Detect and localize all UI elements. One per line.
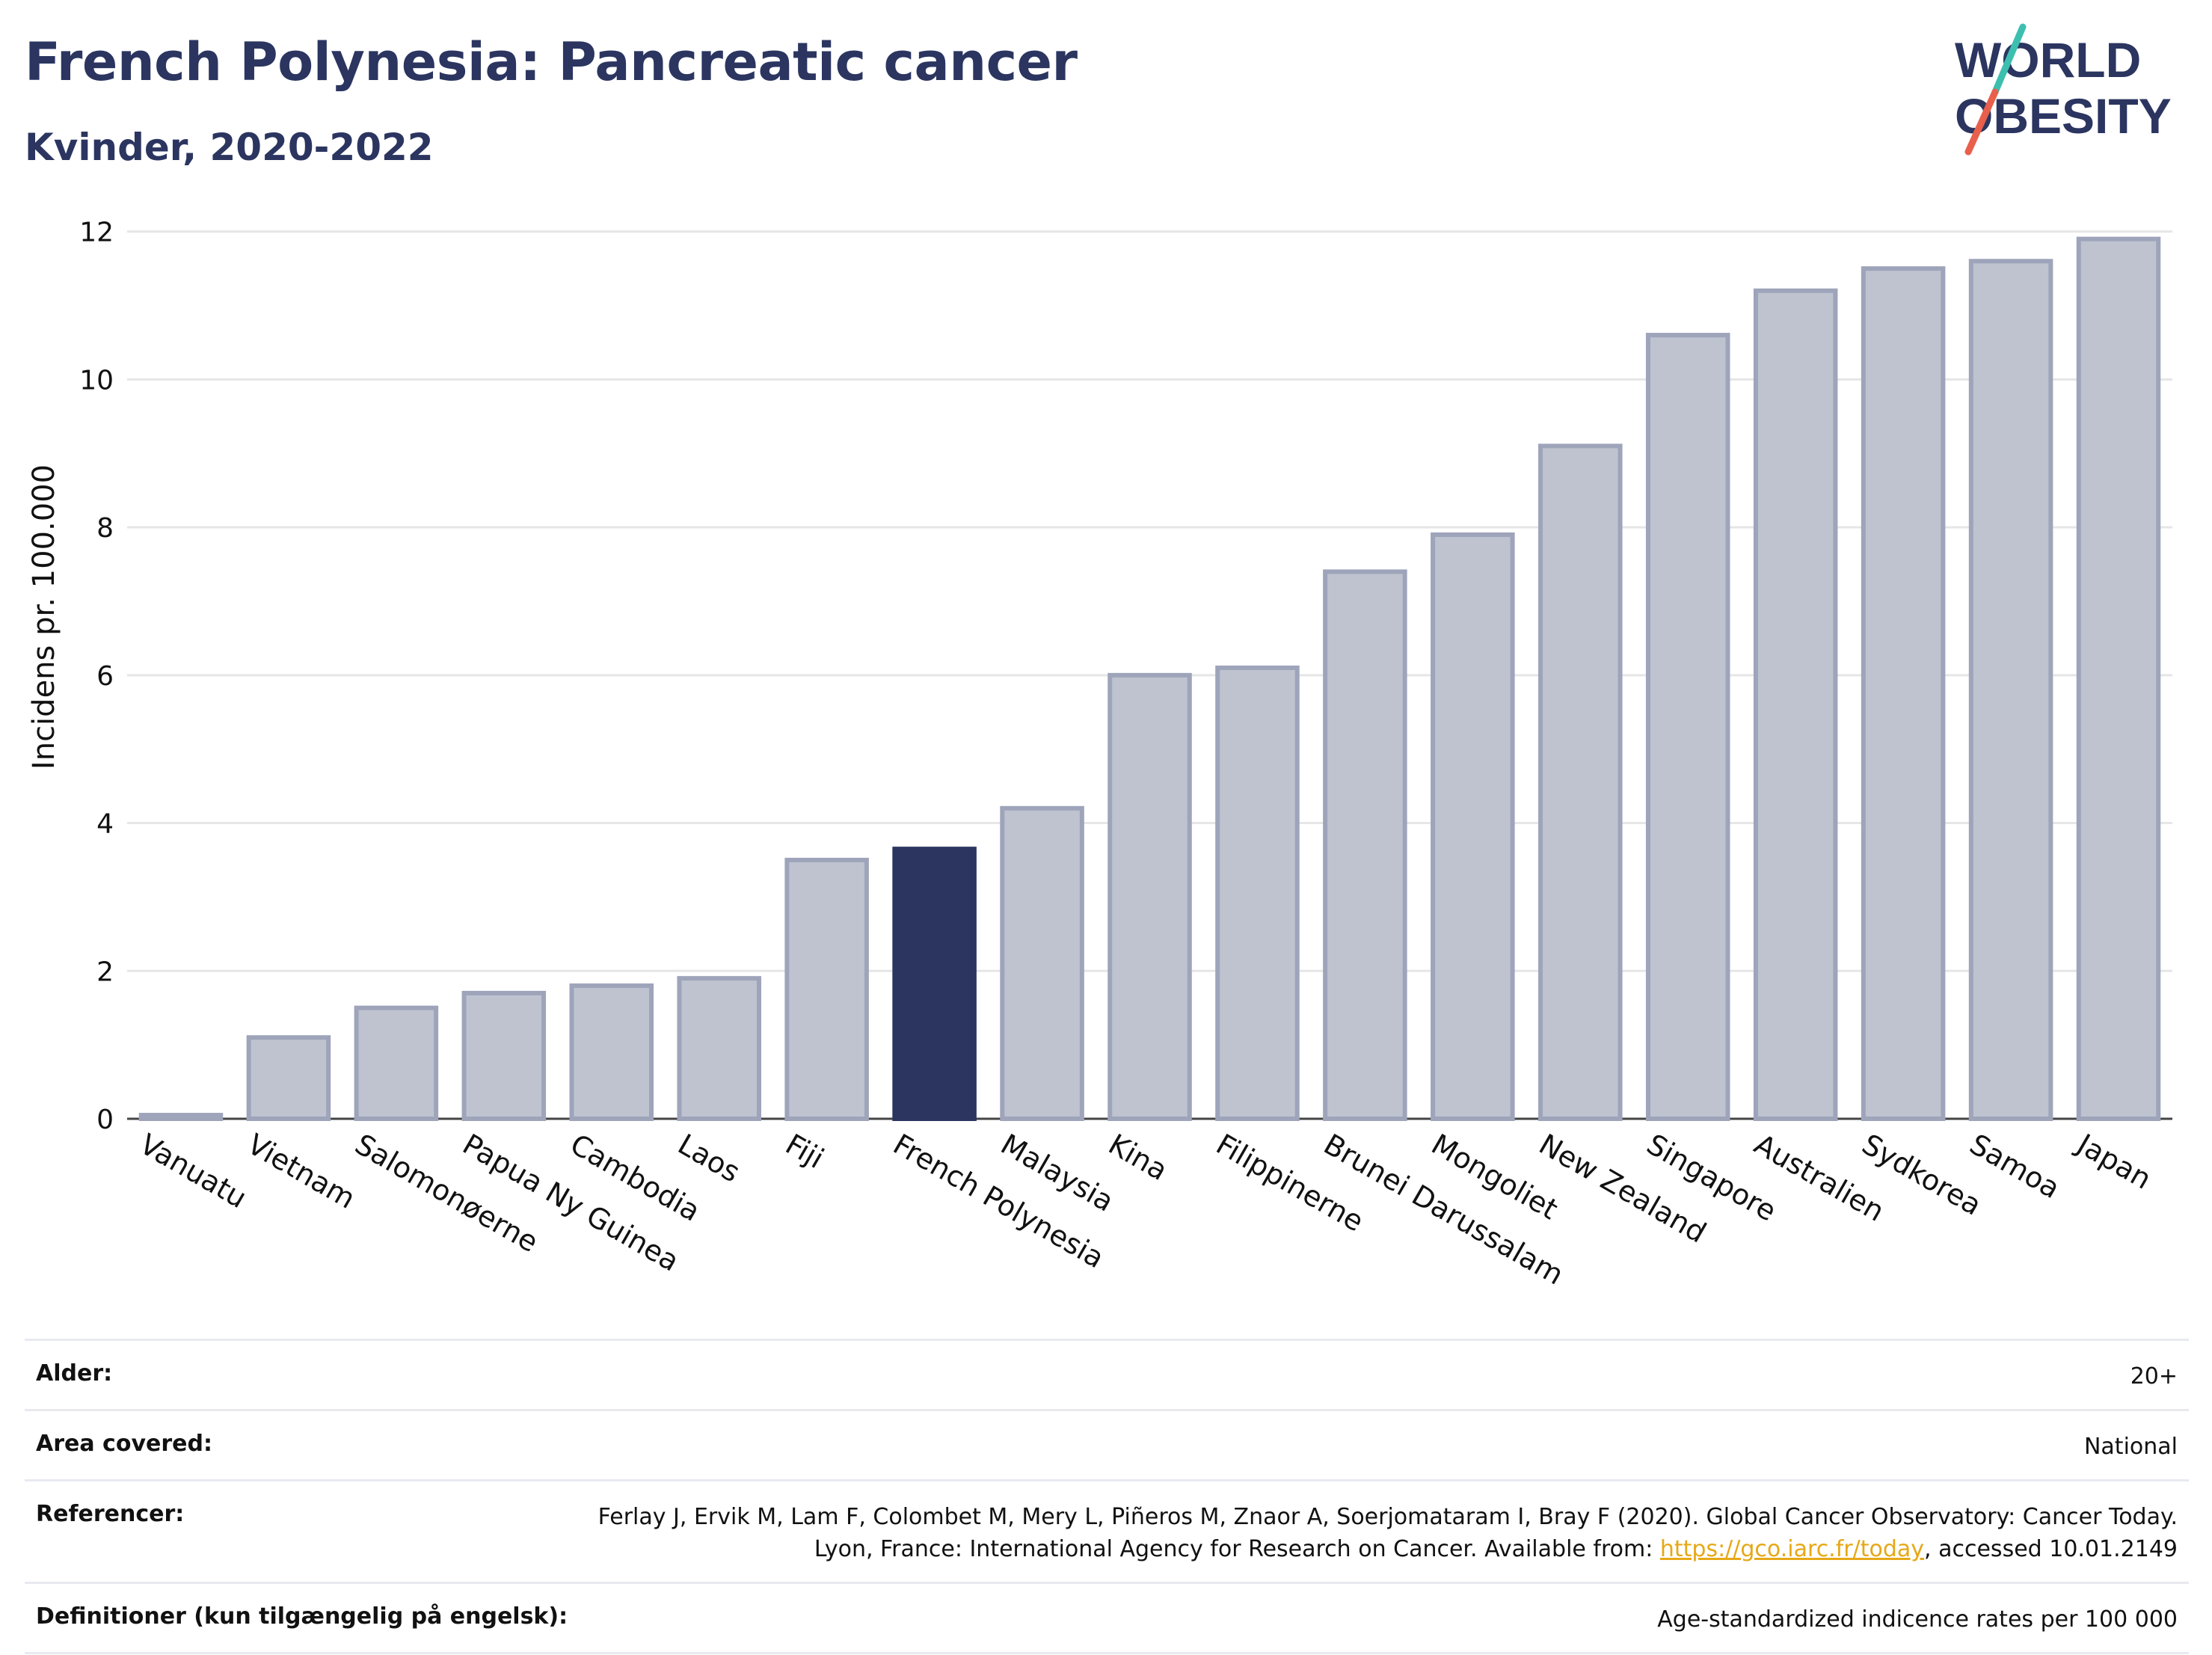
chart-subtitle: Kvinder, 2020-2022	[25, 126, 434, 169]
x-tick-label: Laos	[672, 1128, 746, 1189]
x-tick-label: Japan	[2071, 1127, 2157, 1196]
y-tick-label: 4	[96, 809, 114, 840]
meta-row-references: Referencer: Ferlay J, Ervik M, Lam F, Co…	[25, 1479, 2189, 1582]
bar	[1861, 266, 1946, 1121]
y-tick-label: 8	[96, 513, 114, 544]
meta-row-definitions: Definitioner (kun tilgængelig på engelsk…	[25, 1582, 2189, 1654]
references-link[interactable]: https://gco.iarc.fr/today	[1659, 1536, 1925, 1562]
bar	[354, 1005, 439, 1121]
x-tick-label: Fiji	[780, 1128, 829, 1175]
bar	[2076, 236, 2161, 1122]
bar	[1968, 259, 2053, 1122]
logo-line1: WORLD	[1955, 32, 2141, 87]
definitions-label: Definitioner (kun tilgængelig på engelsk…	[36, 1603, 568, 1630]
logo-slash-teal-icon	[1991, 23, 2027, 96]
bar	[569, 983, 654, 1122]
bar	[677, 976, 761, 1121]
bar	[1323, 569, 1407, 1121]
x-tick-label: Vanuatu	[134, 1128, 252, 1215]
world-obesity-logo: WORLD OBESITY	[1955, 23, 2172, 156]
area-label: Area covered:	[36, 1431, 212, 1457]
bar	[1215, 665, 1300, 1121]
y-tick-label: 2	[96, 957, 114, 987]
y-axis-label: Incidens pr. 100.000	[27, 464, 61, 770]
logo-slash-red-icon	[1964, 88, 1999, 156]
y-tick-label: 12	[79, 218, 114, 248]
meta-row-area: Area covered: National	[25, 1409, 2189, 1479]
y-tick-label: 10	[79, 365, 114, 396]
x-tick-label: Salomonøerne	[349, 1128, 544, 1259]
bar	[892, 847, 977, 1121]
bar	[138, 1113, 224, 1121]
meta-row-age: Alder: 20+	[25, 1339, 2189, 1409]
references-label: Referencer:	[36, 1501, 185, 1527]
bar	[1538, 443, 1623, 1121]
references-accessed: , accessed 10.01.2149	[1924, 1536, 2178, 1562]
x-tick-label: Kina	[1103, 1128, 1173, 1188]
references-text: Ferlay J, Ervik M, Lam F, Colombet M, Me…	[597, 1504, 2178, 1562]
bar	[784, 857, 869, 1122]
bar	[1753, 288, 1838, 1122]
y-tick-label: 0	[96, 1105, 114, 1135]
bar-chart: 0 2 4 6 8 10 12 VanuatuVietnamSalomonøernePapu…	[27, 218, 2172, 1286]
age-value: 20+	[2130, 1363, 2178, 1390]
bar	[1000, 805, 1084, 1122]
y-tick-labels: 0 2 4 6 8 10 12	[79, 218, 114, 1135]
references-value: Ferlay J, Ervik M, Lam F, Colombet M, Me…	[570, 1501, 2178, 1565]
x-tick-label: Vietnam	[242, 1128, 360, 1215]
y-tick-label: 6	[96, 661, 114, 692]
area-value: National	[2083, 1434, 2178, 1460]
age-label: Alder:	[36, 1360, 113, 1387]
bar	[1645, 333, 1730, 1121]
bar-layer	[138, 236, 2161, 1122]
chart-title: French Polynesia: Pancreatic cancer	[25, 31, 1078, 93]
bar	[1431, 532, 1515, 1121]
bar	[461, 990, 547, 1121]
bar	[246, 1035, 331, 1122]
definitions-value: Age-standardized indicence rates per 100…	[1657, 1606, 2178, 1633]
metadata-table: Alder: 20+ Area covered: National Refere…	[25, 1339, 2189, 1654]
bar	[1107, 672, 1192, 1121]
